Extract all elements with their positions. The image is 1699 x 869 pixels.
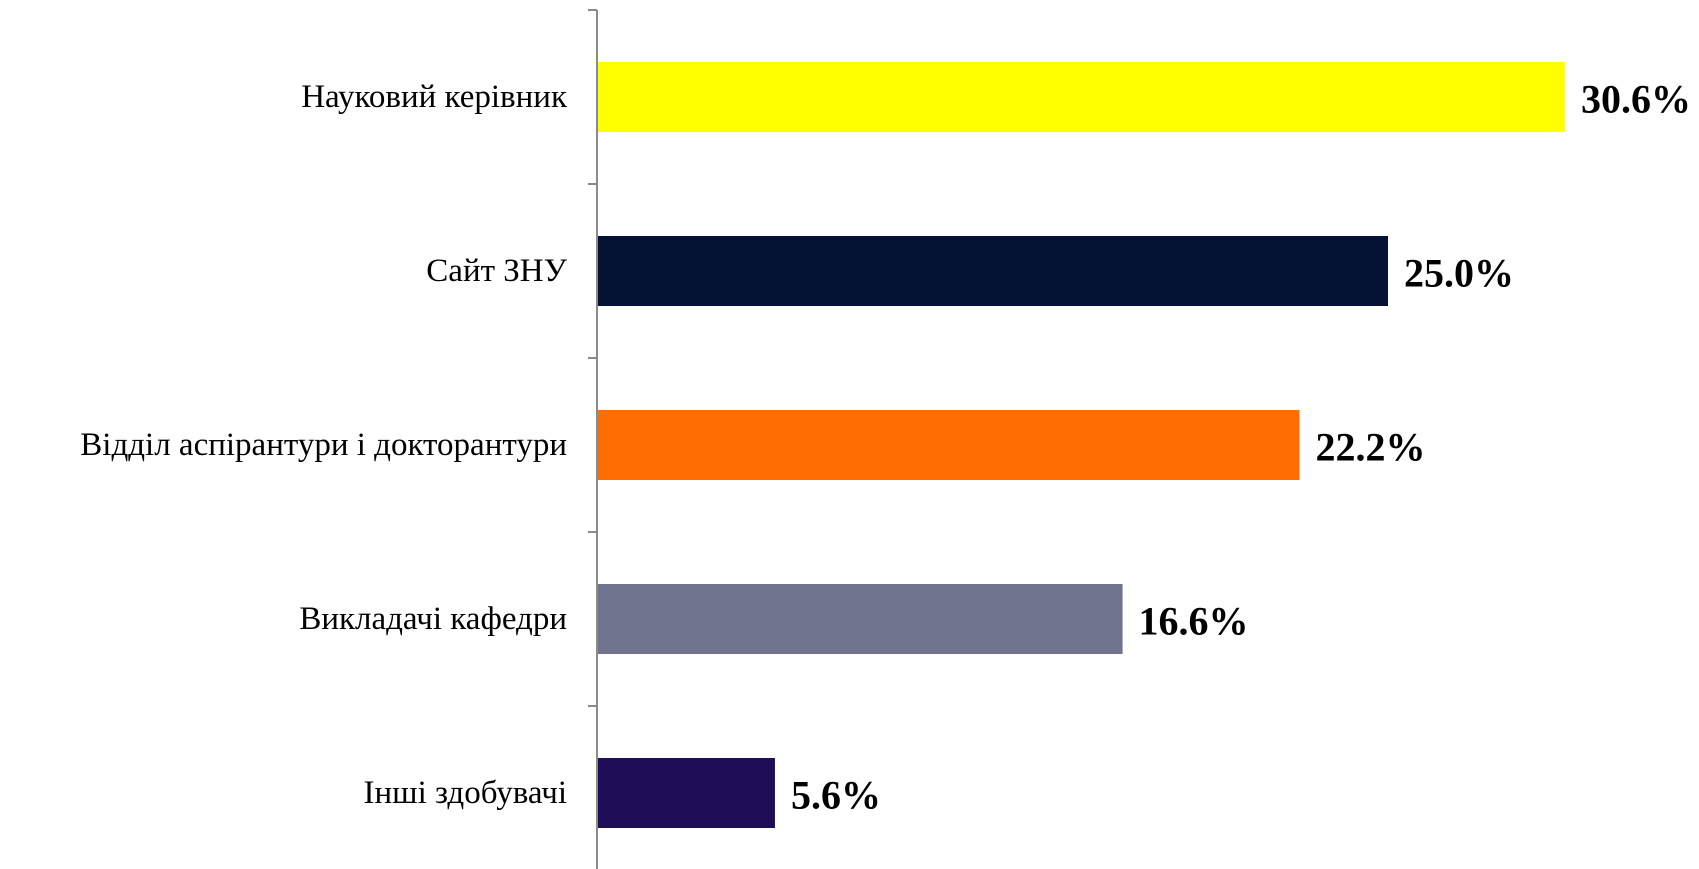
bar xyxy=(598,62,1565,132)
category-label: Відділ аспірантури і докторантури xyxy=(80,427,567,463)
data-label: 5.6% xyxy=(791,773,881,818)
category-label: Інші здобувачі xyxy=(364,775,567,811)
category-label: Науковий керівник xyxy=(301,79,568,115)
category-label: Сайт ЗНУ xyxy=(426,253,567,289)
bars-layer xyxy=(598,62,1565,828)
data-label: 30.6% xyxy=(1581,77,1691,122)
category-label: Викладачі кафедри xyxy=(299,601,567,637)
data-label: 22.2% xyxy=(1316,425,1426,470)
data-label: 25.0% xyxy=(1404,251,1514,296)
category-axis xyxy=(588,9,598,869)
bar xyxy=(598,410,1300,480)
bar xyxy=(598,758,775,828)
bar xyxy=(598,584,1123,654)
labels-layer: Науковий керівник 30.6% Сайт ЗНУ 25.0% Відді… xyxy=(80,77,1691,818)
data-label: 16.6% xyxy=(1139,599,1249,644)
bar xyxy=(598,236,1388,306)
